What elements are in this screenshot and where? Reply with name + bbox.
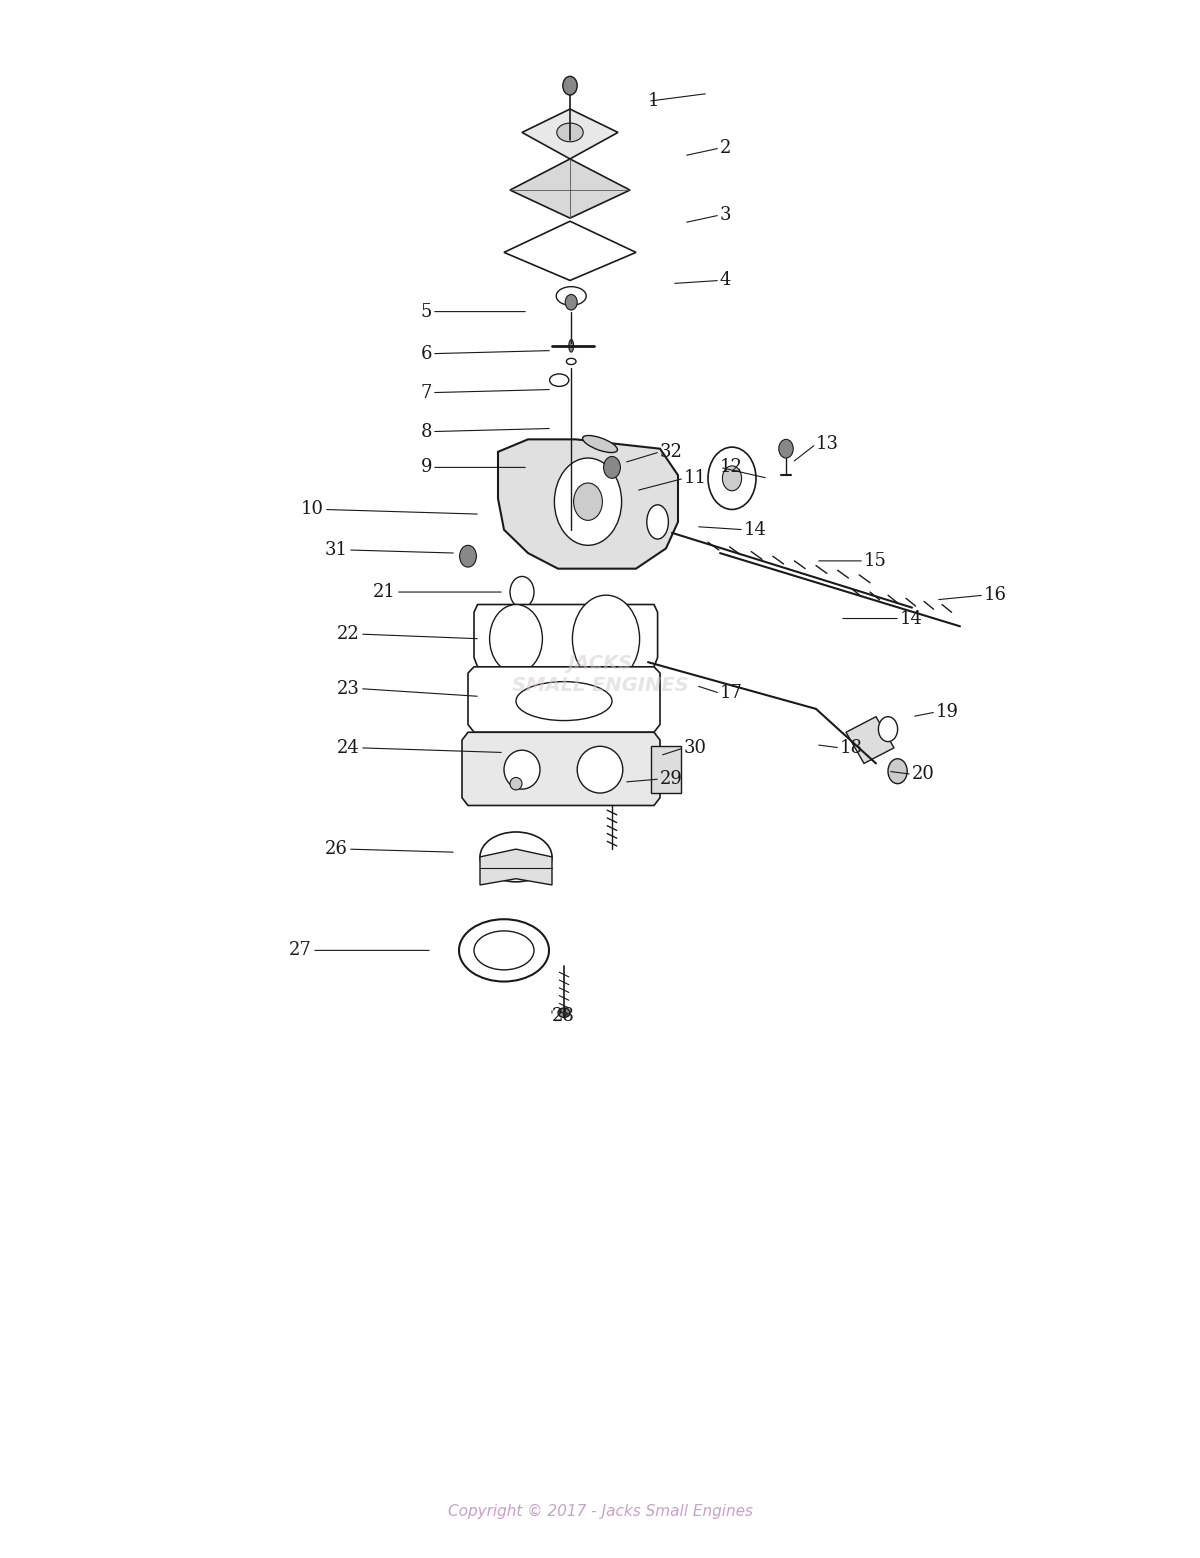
Text: 12: 12 <box>720 458 743 477</box>
Ellipse shape <box>458 919 550 982</box>
Ellipse shape <box>566 358 576 365</box>
Ellipse shape <box>577 746 623 793</box>
Text: 19: 19 <box>936 703 959 721</box>
Text: 28: 28 <box>552 1006 575 1025</box>
Text: 15: 15 <box>864 552 887 570</box>
Ellipse shape <box>508 502 524 517</box>
Circle shape <box>888 759 907 784</box>
Circle shape <box>878 717 898 742</box>
Text: 29: 29 <box>660 770 683 788</box>
Text: JACKS
SMALL ENGINES: JACKS SMALL ENGINES <box>511 654 689 695</box>
Circle shape <box>510 576 534 608</box>
Text: 11: 11 <box>684 469 707 488</box>
Ellipse shape <box>556 287 586 305</box>
Polygon shape <box>498 439 678 569</box>
Circle shape <box>565 294 577 310</box>
Polygon shape <box>510 159 630 218</box>
Circle shape <box>572 595 640 682</box>
Text: 6: 6 <box>420 344 432 363</box>
Text: 30: 30 <box>684 738 707 757</box>
Circle shape <box>460 545 476 567</box>
Polygon shape <box>480 849 552 885</box>
Text: 5: 5 <box>421 302 432 321</box>
Ellipse shape <box>510 777 522 790</box>
Text: 13: 13 <box>816 435 839 453</box>
Ellipse shape <box>474 932 534 969</box>
Text: 9: 9 <box>420 458 432 477</box>
Text: 18: 18 <box>840 738 863 757</box>
Ellipse shape <box>480 832 552 882</box>
Ellipse shape <box>550 374 569 386</box>
Text: 22: 22 <box>337 625 360 643</box>
Text: 20: 20 <box>912 765 935 784</box>
Text: 14: 14 <box>900 609 923 628</box>
Text: 7: 7 <box>421 383 432 402</box>
Text: 3: 3 <box>720 206 732 224</box>
Polygon shape <box>462 732 660 805</box>
Text: 10: 10 <box>301 500 324 519</box>
Text: 32: 32 <box>660 442 683 461</box>
Text: 4: 4 <box>720 271 731 290</box>
Circle shape <box>779 439 793 458</box>
Text: 24: 24 <box>337 738 360 757</box>
Polygon shape <box>522 109 618 159</box>
Circle shape <box>708 447 756 509</box>
Text: 17: 17 <box>720 684 743 703</box>
Circle shape <box>722 466 742 491</box>
Ellipse shape <box>647 505 668 539</box>
Ellipse shape <box>558 1008 570 1017</box>
Ellipse shape <box>504 751 540 790</box>
Text: 1: 1 <box>648 92 660 111</box>
Circle shape <box>574 483 602 520</box>
Ellipse shape <box>582 436 618 452</box>
Text: 31: 31 <box>325 541 348 559</box>
Circle shape <box>554 458 622 545</box>
Polygon shape <box>846 717 894 763</box>
Bar <box>652 746 682 793</box>
Text: 8: 8 <box>420 422 432 441</box>
Text: Copyright © 2017 - Jacks Small Engines: Copyright © 2017 - Jacks Small Engines <box>448 1503 752 1519</box>
Circle shape <box>563 76 577 95</box>
Text: 21: 21 <box>373 583 396 601</box>
Ellipse shape <box>557 123 583 142</box>
Text: 2: 2 <box>720 139 731 157</box>
Circle shape <box>604 456 620 478</box>
Circle shape <box>490 605 542 673</box>
Polygon shape <box>474 605 658 667</box>
Polygon shape <box>468 667 660 732</box>
Ellipse shape <box>569 340 574 352</box>
Text: 16: 16 <box>984 586 1007 605</box>
Polygon shape <box>504 221 636 280</box>
Text: 27: 27 <box>289 941 312 960</box>
Ellipse shape <box>516 682 612 720</box>
Text: 26: 26 <box>325 840 348 858</box>
Text: 14: 14 <box>744 520 767 539</box>
Text: 23: 23 <box>337 679 360 698</box>
